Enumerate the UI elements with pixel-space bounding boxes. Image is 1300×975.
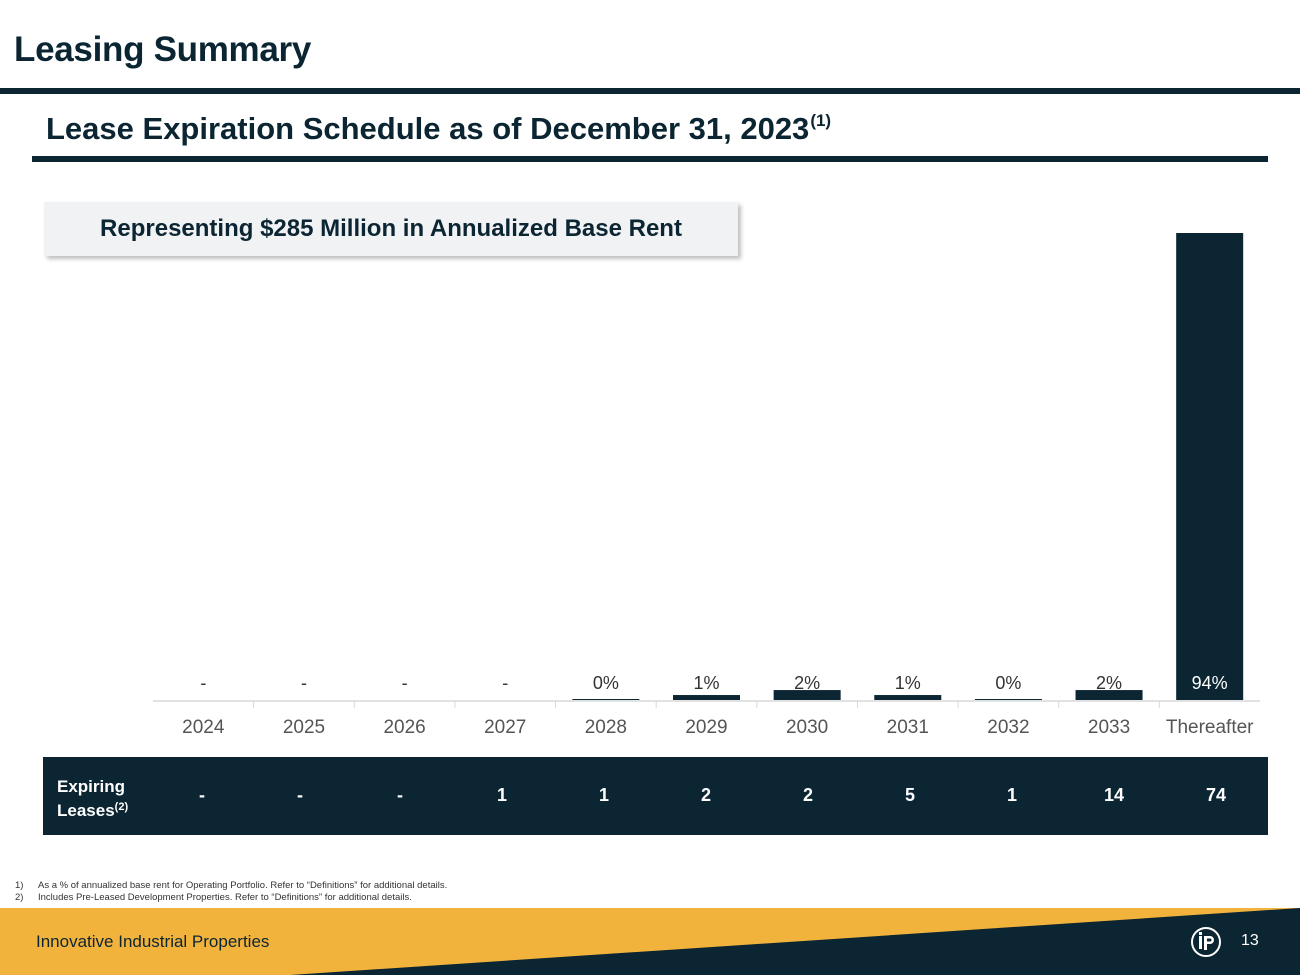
- lease-expiration-chart: - 2024 - 2025 - 2026 - 2027 0% 2028 1% 2029 2% 2030 1%…: [153, 233, 1260, 738]
- expiring-leases-table: Expiring Leases(2) - - - 1 1 2 2 5 1 14 …: [43, 757, 1268, 835]
- company-logo-icon: [1191, 927, 1221, 957]
- expiring-leases-cell: -: [297, 785, 303, 805]
- bar: [874, 695, 942, 700]
- bar: [974, 699, 1042, 700]
- data-label: -: [502, 673, 508, 693]
- data-label: 0%: [593, 673, 619, 693]
- expiring-leases-cell: 2: [700, 785, 711, 805]
- expiring-leases-cell: 1: [496, 785, 507, 805]
- footnotes: 1) As a % of annualized base rent for Ope…: [15, 880, 447, 904]
- data-label: -: [402, 673, 408, 693]
- x-tick-label: 2032: [987, 717, 1029, 738]
- bar: [673, 695, 740, 700]
- data-label: 2%: [794, 673, 820, 693]
- expiring-leases-cell: -: [397, 785, 403, 805]
- x-tick-label: 2029: [685, 717, 727, 738]
- chart-subtitle: Lease Expiration Schedule as of December…: [46, 111, 831, 147]
- expiring-leases-label: Expiring Leases(2): [57, 776, 128, 821]
- expiring-leases-cell: 5: [904, 785, 915, 805]
- expiring-leases-cell: -: [199, 785, 205, 805]
- x-tick-label: 2031: [887, 717, 929, 738]
- expiring-leases-cell: 74: [1205, 785, 1227, 805]
- x-tick-label: Thereafter: [1166, 717, 1254, 738]
- label-line-2: Leases(2): [57, 801, 129, 820]
- bar: [773, 690, 841, 700]
- expiring-leases-cell: 1: [1006, 785, 1017, 805]
- footnote-2: 2) Includes Pre-Leased Development Proper…: [15, 892, 412, 903]
- label-line-1: Expiring: [57, 777, 126, 796]
- x-tick-label: 2024: [182, 717, 225, 738]
- bar: [1176, 233, 1244, 700]
- data-label: 0%: [995, 673, 1021, 693]
- footnote-1: 1) As a % of annualized base rent for Ope…: [15, 880, 448, 891]
- data-label: -: [200, 673, 206, 693]
- callout-text: Representing $285 Million in Annualized …: [100, 215, 682, 242]
- x-tick-label: 2026: [383, 717, 425, 738]
- page-number: 13: [1241, 932, 1259, 949]
- x-tick-label: 2030: [786, 717, 828, 738]
- expiring-leases-cell: 14: [1103, 785, 1125, 805]
- bar: [1075, 690, 1143, 700]
- subtitle-divider: [32, 156, 1268, 162]
- bar: [572, 699, 640, 700]
- data-label: 2%: [1096, 673, 1122, 693]
- title-divider: [0, 88, 1300, 94]
- label-footnote-ref: (2): [114, 801, 129, 813]
- data-label: 1%: [895, 673, 921, 693]
- data-label: 1%: [693, 673, 719, 693]
- callout-box: Representing $285 Million in Annualized …: [44, 202, 738, 256]
- footer-band: [0, 908, 1300, 975]
- x-tick-label: 2027: [484, 717, 526, 738]
- subtitle-footnote-ref: (1): [810, 111, 832, 130]
- x-tick-label: 2025: [283, 717, 325, 738]
- expiring-leases-cell: 1: [598, 785, 609, 805]
- subtitle-text: Lease Expiration Schedule as of December…: [46, 111, 810, 146]
- data-label: 94%: [1192, 673, 1228, 693]
- footer-shape: [0, 908, 1300, 975]
- page-title: Leasing Summary: [14, 30, 311, 69]
- x-tick-label: 2033: [1088, 717, 1130, 738]
- expiring-leases-cell: 2: [802, 785, 813, 805]
- company-name: Innovative Industrial Properties: [36, 932, 270, 951]
- data-label: -: [301, 673, 307, 693]
- x-tick-label: 2028: [585, 717, 627, 738]
